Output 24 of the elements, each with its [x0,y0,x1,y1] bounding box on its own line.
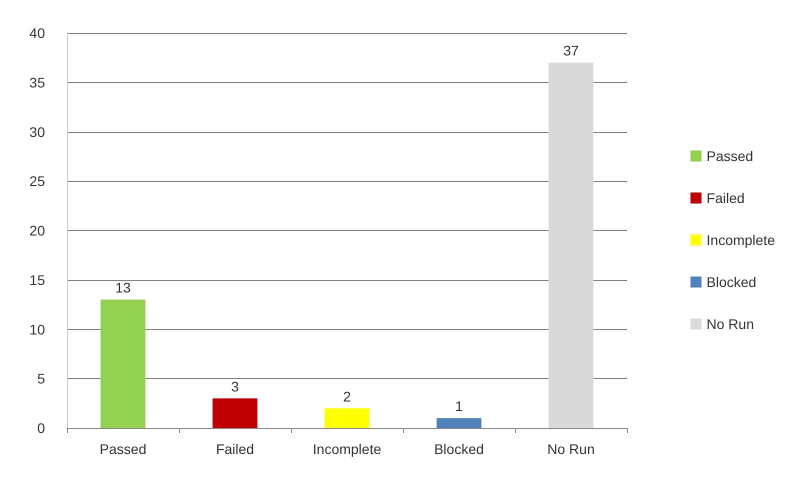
y-tick-label: 40 [29,25,46,41]
data-label: 13 [115,280,131,296]
y-tick-label: 35 [29,74,46,90]
legend-label: Incomplete [706,232,776,248]
y-tick-label: 0 [37,420,46,436]
legend-label: Failed [706,190,745,206]
y-tick-label: 20 [29,222,46,238]
y-tick-label: 30 [29,124,46,140]
data-label: 1 [455,398,464,414]
x-tick-label: Blocked [434,441,484,457]
legend-label: Passed [706,148,754,164]
y-tick-label: 25 [29,173,46,190]
x-tick-label: Failed [216,441,254,457]
x-tick-label: Passed [100,441,146,457]
y-tick-label: 15 [29,272,46,288]
y-tick-label: 5 [37,370,46,387]
data-label: 3 [231,378,240,394]
legend-label: No Run [706,316,754,332]
data-label: 37 [563,42,579,59]
y-tick-label: 10 [29,321,46,338]
x-tick-label: No Run [547,441,595,457]
x-tick-label: Incomplete [312,441,382,457]
data-label: 2 [343,388,352,404]
legend-label: Blocked [706,274,756,290]
